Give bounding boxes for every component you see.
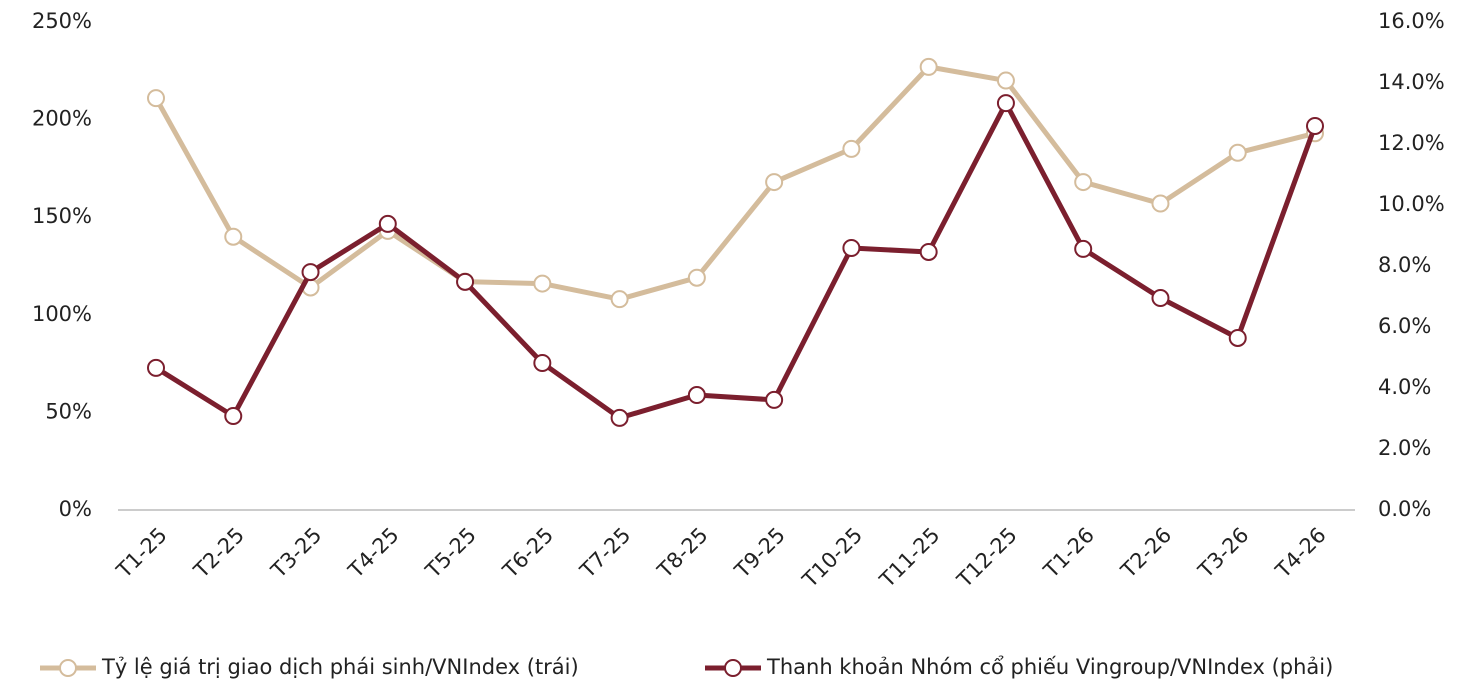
- y2-tick-label: 4.0%: [1378, 375, 1431, 399]
- y2-tick-label: 2.0%: [1378, 436, 1431, 460]
- x-tick-label: T7-25: [575, 523, 635, 583]
- data-point: [996, 71, 1015, 90]
- y-tick-label: 250%: [32, 9, 92, 33]
- x-tick-label: T5-25: [420, 523, 480, 583]
- data-point: [687, 268, 706, 287]
- series-line: [154, 100, 1318, 421]
- legend-label: Thanh khoản Nhóm cổ phiếu Vingroup/VNInd…: [766, 655, 1333, 679]
- data-point: [1228, 328, 1247, 347]
- y-tick-label: 200%: [32, 107, 92, 131]
- x-tick-label: T1-26: [1039, 523, 1099, 583]
- y-tick-label: 150%: [32, 204, 92, 228]
- x-tick-label: T11-25: [875, 523, 945, 593]
- y-tick-label: 0%: [59, 497, 92, 521]
- data-point: [1306, 117, 1324, 136]
- data-point: [765, 173, 784, 192]
- x-tick-label: T1-25: [111, 523, 171, 583]
- legend-label: Tỷ lệ giá trị giao dịch phái sinh/VNInde…: [101, 655, 579, 679]
- y2-tick-label: 16.0%: [1378, 9, 1445, 33]
- data-point: [224, 407, 243, 426]
- data-point: [1074, 239, 1093, 258]
- data-point: [842, 139, 861, 158]
- data-point: [147, 89, 165, 108]
- data-point: [919, 242, 938, 261]
- data-point: [919, 57, 938, 76]
- x-tick-label: T2-26: [1116, 523, 1176, 583]
- data-point: [301, 263, 320, 282]
- x-tick-label: T6-25: [498, 523, 558, 583]
- data-point: [1228, 143, 1247, 162]
- data-point: [610, 290, 629, 309]
- data-point: [224, 227, 243, 246]
- legend-marker: [59, 659, 77, 677]
- data-point: [842, 239, 861, 258]
- data-point: [378, 214, 397, 233]
- x-tick-label: T9-25: [729, 523, 789, 583]
- y2-tick-label: 8.0%: [1378, 253, 1431, 277]
- y2-tick-label: 14.0%: [1378, 70, 1445, 94]
- data-point: [1151, 194, 1170, 213]
- y2-tick-label: 0.0%: [1378, 497, 1431, 521]
- x-tick-label: T4-25: [343, 523, 403, 583]
- y2-tick-label: 6.0%: [1378, 314, 1431, 338]
- x-tick-label: T2-25: [189, 523, 249, 583]
- data-point: [765, 390, 784, 409]
- data-point: [456, 272, 475, 291]
- data-point: [147, 358, 165, 377]
- x-tick-label: T8-25: [652, 523, 712, 583]
- data-point: [533, 274, 552, 293]
- x-tick-label: T4-26: [1270, 523, 1330, 583]
- y2-tick-label: 12.0%: [1378, 131, 1445, 155]
- legend-marker: [724, 659, 742, 677]
- data-point: [996, 94, 1015, 113]
- data-point: [610, 408, 629, 427]
- data-point: [687, 386, 706, 405]
- x-tick-label: T3-26: [1193, 523, 1253, 583]
- x-tick-label: T3-25: [266, 523, 326, 583]
- y-tick-label: 50%: [45, 399, 92, 423]
- data-point: [1074, 173, 1093, 192]
- data-point: [533, 353, 552, 372]
- x-tick-label: T12-25: [952, 523, 1022, 593]
- series-line: [153, 64, 1316, 302]
- data-point: [1151, 289, 1170, 308]
- x-tick-label: T10-25: [797, 523, 867, 593]
- y2-tick-label: 10.0%: [1378, 192, 1445, 216]
- y-tick-label: 100%: [32, 302, 92, 326]
